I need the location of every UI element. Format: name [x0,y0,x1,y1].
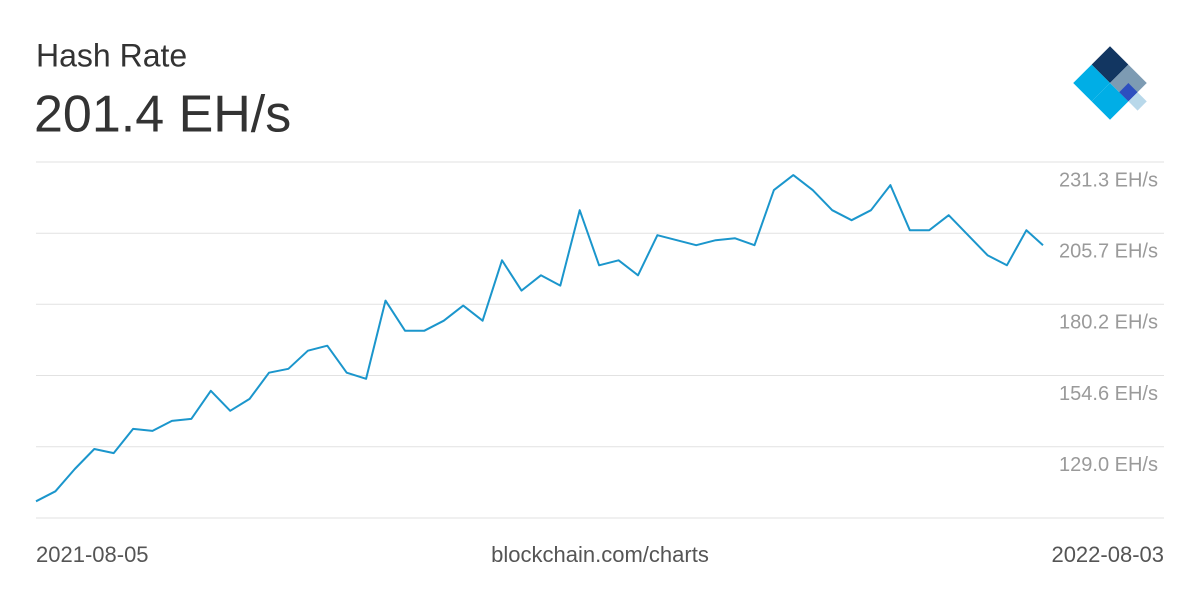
logo-square [1091,46,1129,83]
logo-square [1091,83,1129,120]
x-end-label: 2022-08-03 [1051,542,1164,567]
source: blockchain.com/charts [491,542,709,567]
y-tick-label: 180.2 EH/s [1059,312,1158,334]
current-value: 201.4 EH/s [34,86,291,144]
y-tick-label: 231.3 EH/s [1059,169,1158,191]
y-tick-label: 129.0 EH/s [1059,454,1158,476]
logo [1073,46,1147,120]
y-tick-label: 154.6 EH/s [1059,383,1158,405]
x-start-label: 2021-08-05 [36,542,149,567]
y-tick-label: 205.7 EH/s [1059,241,1158,263]
chart-title: Hash Rate [36,37,187,73]
hash-rate-line [35,174,1044,503]
